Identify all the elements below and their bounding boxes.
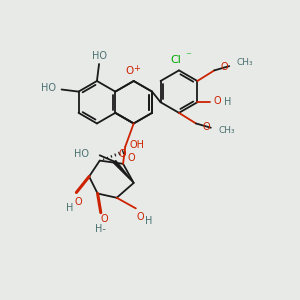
Text: O: O [136,212,144,222]
Text: O: O [100,214,108,224]
Polygon shape [113,160,134,183]
Text: HO: HO [41,83,56,93]
Text: +: + [134,64,140,73]
Text: ⁻: ⁻ [186,52,192,61]
Text: HO: HO [74,149,89,159]
Text: O: O [118,149,126,159]
Text: O: O [75,197,82,207]
Text: O: O [202,122,210,132]
Text: Cl: Cl [171,55,182,65]
Text: HO: HO [92,50,106,61]
Text: O: O [125,66,134,76]
Text: H-: H- [95,224,106,234]
Text: O: O [221,62,228,72]
Text: H: H [66,203,74,213]
Text: O: O [213,96,221,106]
Text: H: H [224,97,231,107]
Text: OH: OH [130,140,145,150]
Text: CH₃: CH₃ [237,58,253,68]
Text: H: H [145,216,152,226]
Text: O: O [128,154,135,164]
Text: CH₃: CH₃ [218,126,235,135]
